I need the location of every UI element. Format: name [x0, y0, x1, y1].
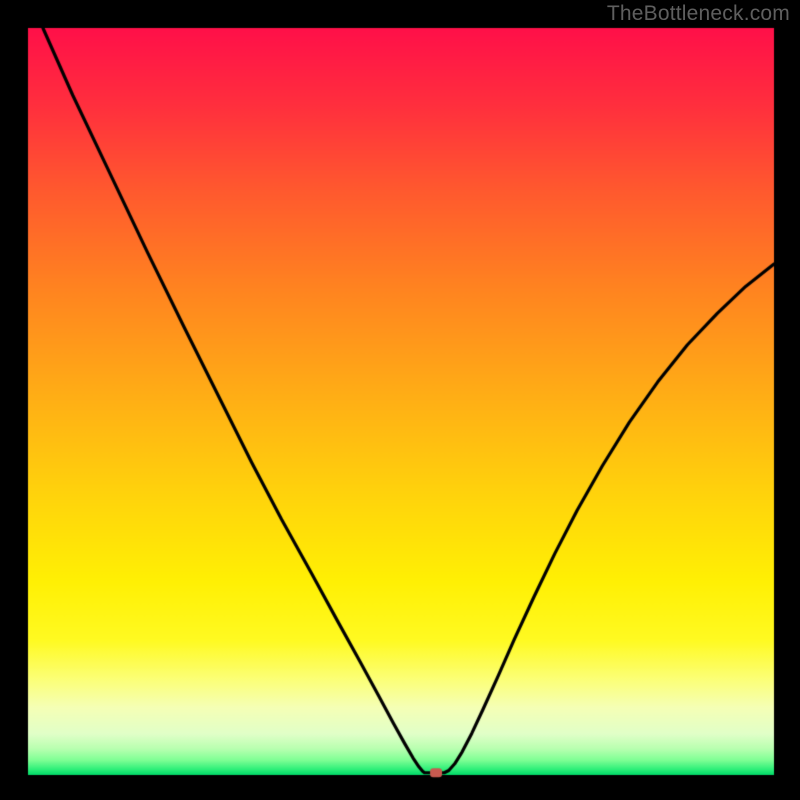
- bottleneck-chart-canvas: [0, 0, 800, 800]
- watermark-text: TheBottleneck.com: [607, 2, 790, 26]
